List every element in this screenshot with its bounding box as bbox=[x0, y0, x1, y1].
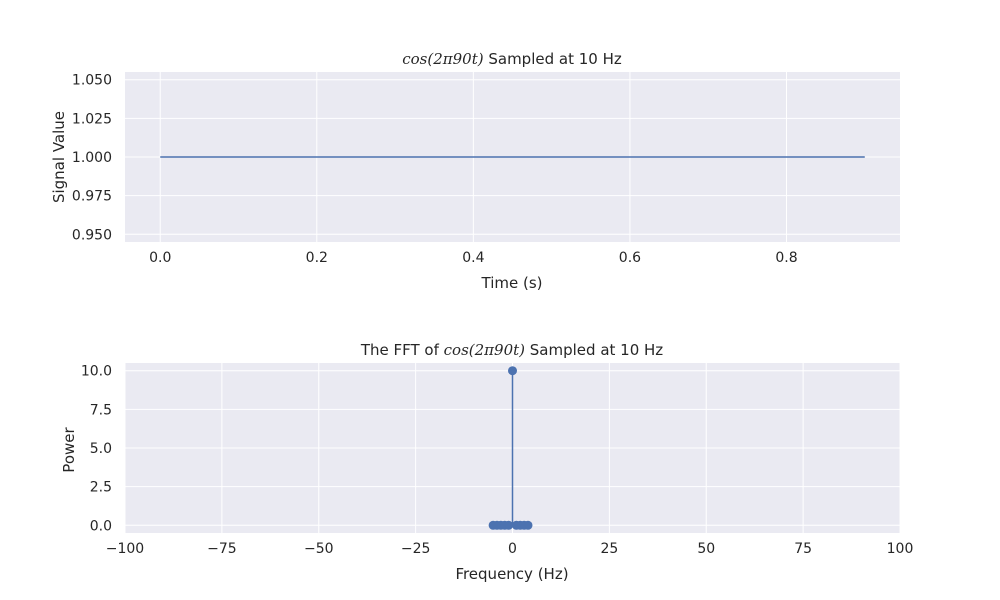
x-tick-label: −75 bbox=[207, 541, 237, 557]
chart-title: The FFT of cos(2π90t) Sampled at 10 Hz bbox=[360, 341, 663, 359]
x-tick-label: 0.6 bbox=[619, 250, 641, 266]
x-tick-label: −100 bbox=[106, 541, 144, 557]
y-tick-label: 7.5 bbox=[90, 402, 112, 418]
series-layer bbox=[488, 366, 533, 530]
x-tick-label: 0 bbox=[508, 541, 517, 557]
y-tick-labels: 0.950 0.975 1.000 1.025 1.050 bbox=[72, 73, 112, 244]
x-tick-label: 50 bbox=[697, 541, 715, 557]
x-tick-label: 0.8 bbox=[775, 250, 797, 266]
y-tick-label: 0.950 bbox=[72, 227, 112, 243]
x-tick-labels: −100 −75 −50 −25 0 25 50 75 100 bbox=[106, 541, 914, 557]
y-axis-label: Signal Value bbox=[50, 111, 68, 203]
y-tick-labels: 0.0 2.5 5.0 7.5 10.0 bbox=[81, 364, 112, 535]
fft-plot: −100 −75 −50 −25 0 25 50 75 100 0.0 2.5 5.0 7.5 10.0… bbox=[60, 341, 913, 583]
y-tick-label: 0.0 bbox=[90, 518, 112, 534]
y-tick-label: 1.050 bbox=[72, 73, 112, 89]
time-domain-plot: 0.0 0.2 0.4 0.6 0.8 0.950 0.975 1.000 1.025 1.05… bbox=[50, 50, 900, 292]
x-tick-label: 75 bbox=[794, 541, 812, 557]
chart-title: cos(2π90t) Sampled at 10 Hz bbox=[402, 50, 622, 68]
x-tick-label: 0.2 bbox=[306, 250, 328, 266]
x-tick-label: 0.4 bbox=[462, 250, 484, 266]
x-tick-label: −50 bbox=[304, 541, 334, 557]
x-axis-label: Time (s) bbox=[481, 274, 543, 292]
y-tick-label: 1.000 bbox=[72, 150, 112, 166]
stem-marker bbox=[523, 520, 533, 530]
x-tick-labels: 0.0 0.2 0.4 0.6 0.8 bbox=[149, 250, 798, 266]
y-axis-label: Power bbox=[60, 426, 78, 472]
y-tick-label: 0.975 bbox=[72, 189, 112, 205]
y-tick-label: 5.0 bbox=[90, 441, 112, 457]
x-tick-label: −25 bbox=[401, 541, 431, 557]
x-tick-label: 25 bbox=[600, 541, 618, 557]
stem-marker bbox=[504, 520, 514, 530]
x-axis-label: Frequency (Hz) bbox=[455, 565, 568, 583]
x-tick-label: 100 bbox=[887, 541, 914, 557]
y-tick-label: 2.5 bbox=[90, 480, 112, 496]
x-tick-label: 0.0 bbox=[149, 250, 171, 266]
stem-marker bbox=[508, 366, 517, 376]
y-tick-label: 1.025 bbox=[72, 111, 112, 127]
y-tick-label: 10.0 bbox=[81, 364, 112, 380]
